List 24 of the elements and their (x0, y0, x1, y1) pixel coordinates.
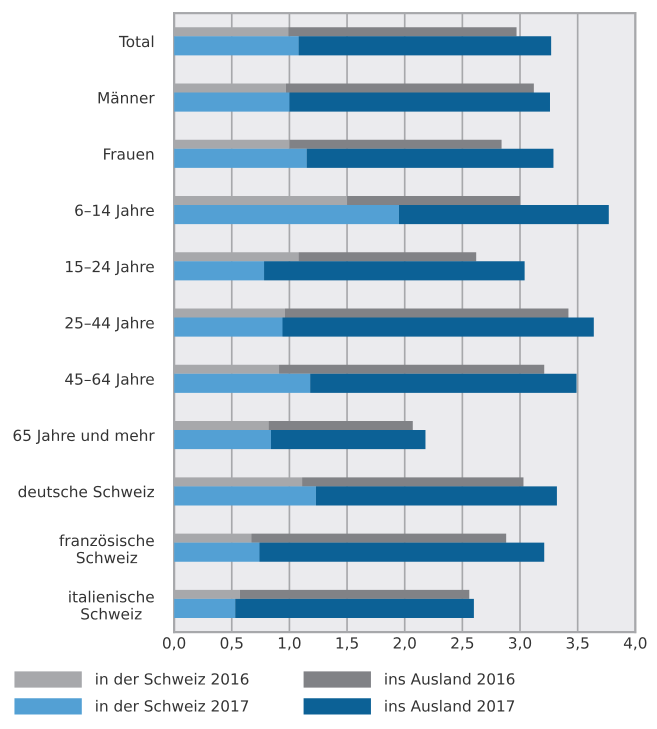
y-tick-label: 45–64 Jahre (65, 373, 154, 388)
legend-label: in der Schweiz 2016 (96, 672, 248, 685)
y-tick-label: Frauen (104, 148, 154, 160)
x-tick-label: 4,0 (624, 637, 646, 650)
y-tick-label: italienische Schweiz (69, 590, 154, 620)
legend-label: in der Schweiz 2017 (96, 700, 248, 712)
x-tick-label: 0,0 (162, 637, 186, 650)
legend-label: ins Ausland 2016 (385, 672, 514, 685)
y-tick-label: Total (118, 35, 154, 48)
y-tick-label: französische Schweiz (59, 534, 154, 564)
x-tick-label: 2,5 (451, 637, 474, 650)
y-tick-label: deutsche Schweiz (18, 486, 154, 498)
y-tick-label: 6–14 Jahre (75, 204, 154, 219)
y-tick-label: 65 Jahre und mehr (14, 429, 155, 444)
x-tick-label: 1,0 (278, 637, 301, 650)
x-tick-label: 0,5 (220, 637, 243, 650)
y-tick-label: 15–24 Jahre (66, 260, 154, 276)
legend-label: ins Ausland 2017 (385, 700, 514, 712)
x-tick-label: 2,0 (394, 637, 416, 650)
y-tick-label: 25–44 Jahre (66, 316, 154, 332)
x-tick-label: 1,5 (336, 637, 358, 650)
x-tick-label: 3,5 (566, 637, 588, 650)
y-tick-label: Männer (98, 92, 155, 104)
x-tick-label: 3,0 (509, 637, 532, 650)
